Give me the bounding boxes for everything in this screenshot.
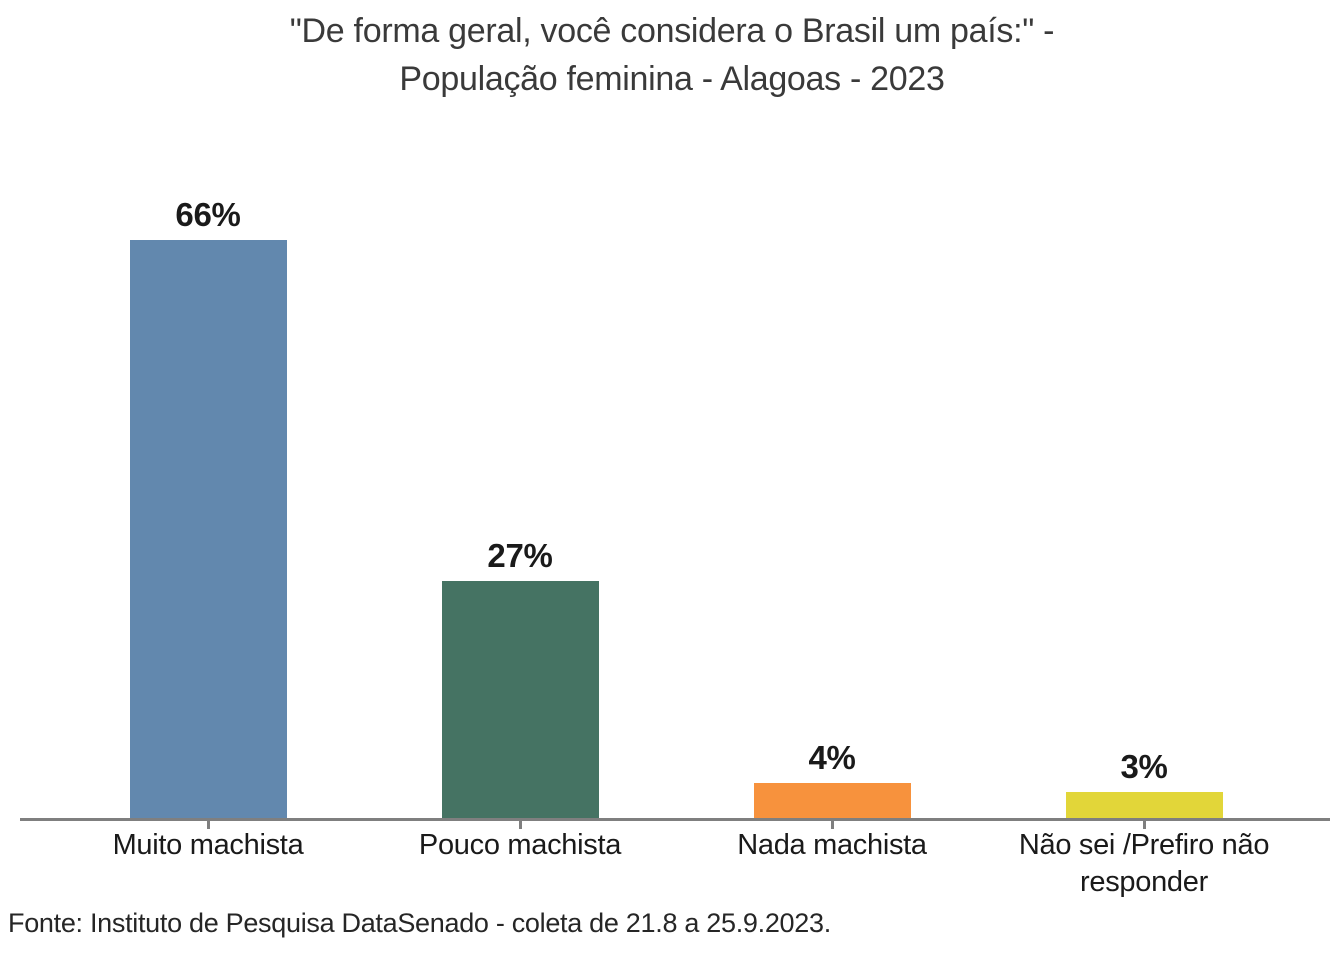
bar-nao-sei	[1065, 792, 1223, 818]
axis-tick	[207, 821, 210, 829]
bar-pouco-machista	[441, 581, 599, 818]
bar-column-muito-machista: 66%	[52, 180, 364, 818]
x-axis-label-pouco-machista: Pouco machista	[418, 829, 622, 861]
x-axis-label-nao-sei: Não sei /Prefiro não responder	[1018, 829, 1270, 899]
bar-value-label: 3%	[1120, 748, 1168, 785]
bar-muito-machista	[129, 240, 287, 818]
source-note: Fonte: Instituto de Pesquisa DataSenado …	[8, 908, 831, 938]
bar-column-nada-machista: 4%	[676, 180, 988, 818]
bar-value-label: 4%	[808, 739, 856, 776]
bar-value-label: 27%	[487, 537, 553, 574]
x-axis-label-muito-machista: Muito machista	[112, 829, 304, 861]
x-axis-line	[20, 818, 1330, 821]
chart-title-line-2: População feminina - Alagoas - 2023	[399, 59, 945, 98]
bar-column-pouco-machista: 27%	[364, 180, 676, 818]
chart-title-line-1: "De forma geral, você considera o Brasil…	[289, 12, 1055, 50]
axis-tick	[519, 821, 522, 829]
axis-tick	[1143, 821, 1146, 829]
bar-value-label: 66%	[175, 196, 241, 233]
axis-tick	[831, 821, 834, 829]
plot-area: 66% 27% 4% 3%	[52, 180, 1300, 818]
chart-title: "De forma geral, você considera o Brasil…	[0, 8, 1344, 103]
bar-nada-machista	[753, 783, 911, 818]
bar-column-nao-sei: 3%	[988, 180, 1300, 818]
x-axis-label-nada-machista: Nada machista	[737, 829, 927, 861]
